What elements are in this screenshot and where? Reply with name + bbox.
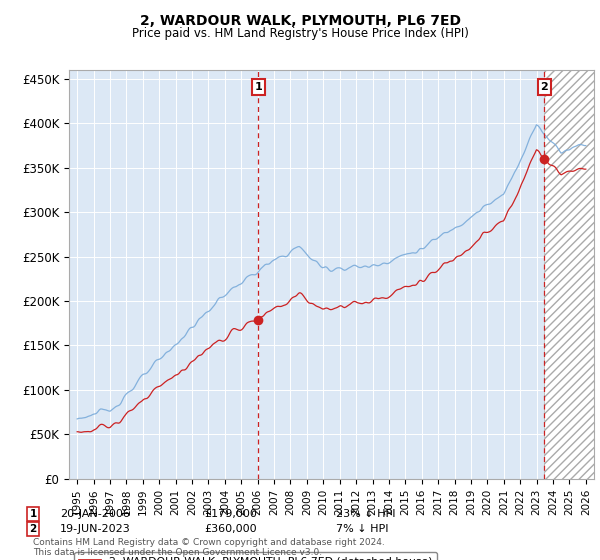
Text: 1: 1 xyxy=(29,509,37,519)
Bar xyxy=(544,70,594,479)
Text: 2: 2 xyxy=(541,82,548,92)
Text: 19-JUN-2023: 19-JUN-2023 xyxy=(60,524,131,534)
Legend: 2, WARDOUR WALK, PLYMOUTH, PL6 7ED (detached house), HPI: Average price, detache: 2, WARDOUR WALK, PLYMOUTH, PL6 7ED (deta… xyxy=(74,552,437,560)
Text: 20-JAN-2006: 20-JAN-2006 xyxy=(60,509,130,519)
Text: £179,000: £179,000 xyxy=(204,509,257,519)
Text: 1: 1 xyxy=(254,82,262,92)
Text: Price paid vs. HM Land Registry's House Price Index (HPI): Price paid vs. HM Land Registry's House … xyxy=(131,27,469,40)
Text: Contains HM Land Registry data © Crown copyright and database right 2024.
This d: Contains HM Land Registry data © Crown c… xyxy=(33,538,385,557)
Text: 23% ↓ HPI: 23% ↓ HPI xyxy=(336,509,395,519)
Text: 2, WARDOUR WALK, PLYMOUTH, PL6 7ED: 2, WARDOUR WALK, PLYMOUTH, PL6 7ED xyxy=(139,14,461,28)
Text: 2: 2 xyxy=(29,524,37,534)
Bar xyxy=(544,70,594,479)
Text: £360,000: £360,000 xyxy=(204,524,257,534)
Text: 7% ↓ HPI: 7% ↓ HPI xyxy=(336,524,389,534)
